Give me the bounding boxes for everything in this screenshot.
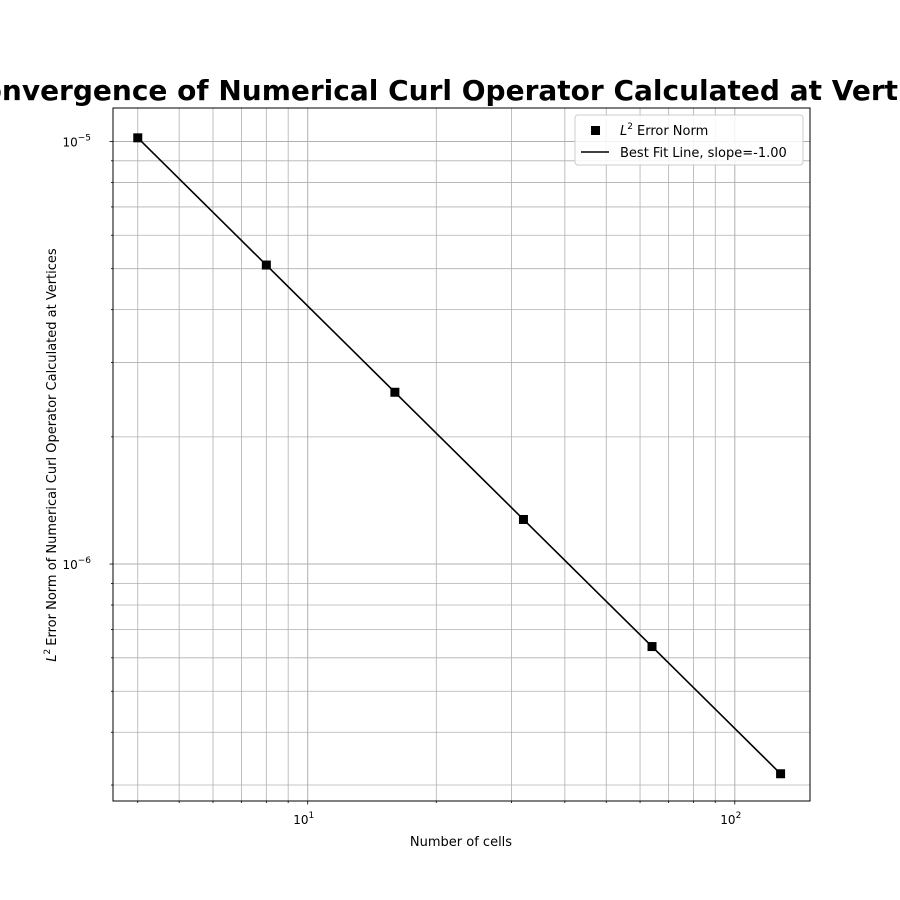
y-tick-label: 10−5 bbox=[62, 133, 91, 149]
grid bbox=[113, 108, 810, 801]
error-norm-point bbox=[518, 514, 528, 524]
error-norm-point bbox=[776, 769, 786, 779]
legend-entry-error-norm: L2 Error Norm bbox=[620, 122, 708, 139]
y-axis-label-math: L bbox=[45, 654, 60, 661]
legend: L2 Error Norm Best Fit Line, slope=-1.00 bbox=[574, 114, 804, 166]
y-axis-label: L2 Error Norm of Numerical Curl Operator … bbox=[43, 248, 60, 662]
y-axis-label-sup: 2 bbox=[43, 649, 53, 655]
legend-entry-best-fit: Best Fit Line, slope=-1.00 bbox=[620, 146, 787, 161]
tick-layer: 101 102 10−6 10−5 bbox=[62, 133, 741, 827]
legend-entry-error-norm-text: Error Norm bbox=[637, 124, 708, 139]
y-axis-label-text: Error Norm of Numerical Curl Operator Ca… bbox=[45, 248, 60, 646]
legend-box bbox=[574, 114, 804, 166]
x-tick-label: 101 bbox=[293, 811, 314, 827]
plot-frame bbox=[112, 107, 811, 802]
legend-entry-error-norm-math: L bbox=[620, 124, 627, 139]
legend-entry-error-norm-sup: 2 bbox=[627, 122, 633, 132]
error-norm-point bbox=[261, 260, 271, 270]
x-axis-label: Number of cells bbox=[410, 835, 512, 850]
series-layer bbox=[133, 133, 786, 779]
chart-title: Convergence of Numerical Curl Operator C… bbox=[0, 74, 900, 107]
x-tick-label: 102 bbox=[720, 811, 741, 827]
error-norm-point bbox=[647, 642, 657, 652]
y-tick-label: 10−6 bbox=[62, 556, 91, 572]
best-fit-line bbox=[137, 137, 782, 775]
legend-marker-square bbox=[591, 126, 600, 135]
error-norm-point bbox=[390, 387, 400, 397]
error-norm-point bbox=[133, 133, 143, 143]
